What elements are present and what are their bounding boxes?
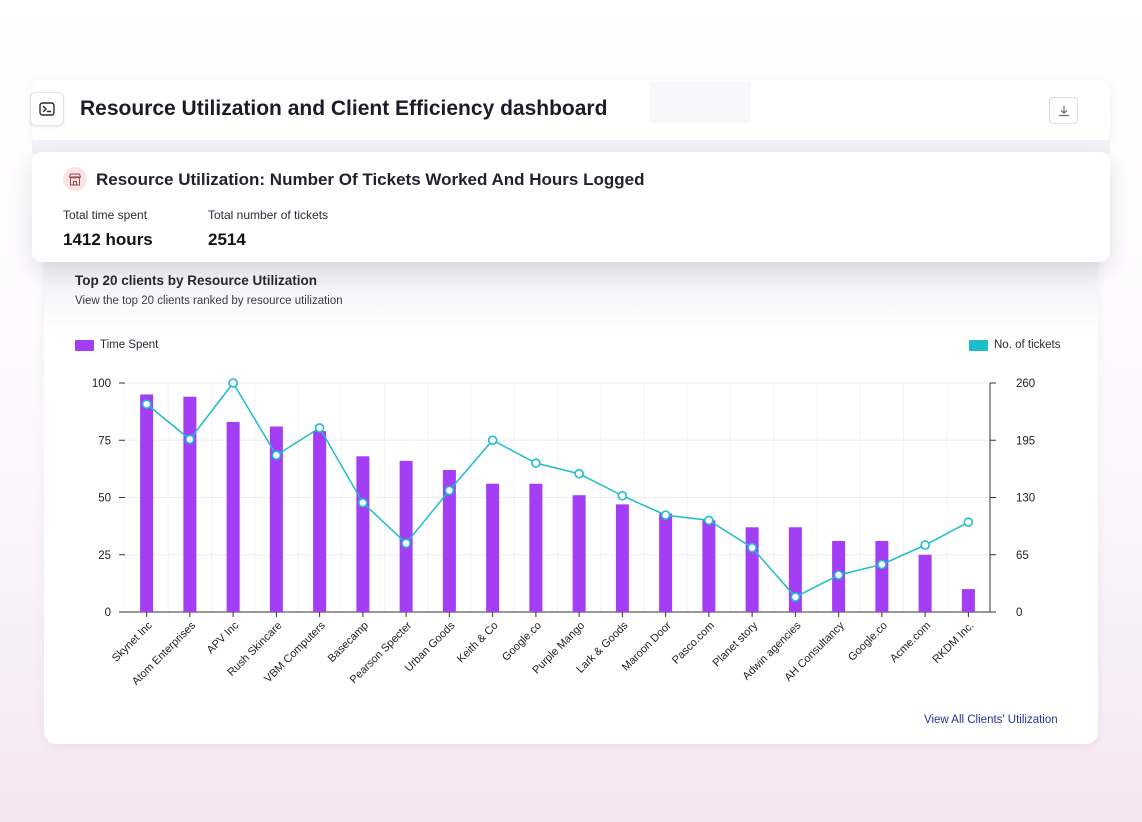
point-tickets [747, 542, 757, 553]
x-tick-label: Acme.com [888, 620, 933, 665]
legend-time-spent[interactable]: Time Spent [75, 339, 158, 351]
bar-time-spent [788, 527, 802, 612]
chart-title: Top 20 clients by Resource Utilization [75, 273, 318, 288]
legend-label-time-spent: Time Spent [100, 339, 159, 351]
point-tickets [704, 515, 714, 526]
x-tick-label: Basecamp [326, 620, 371, 665]
y-right-tick-label: 65 [1016, 550, 1029, 562]
point-tickets [920, 540, 930, 550]
legend-swatch-tickets [969, 339, 988, 351]
page-title: Resource Utilization and Client Efficien… [80, 97, 608, 120]
summary-title: Resource Utilization: Number Of Tickets … [96, 170, 645, 189]
header-card [32, 80, 1110, 142]
legend-swatch-time-spent [75, 339, 94, 351]
x-tick-label: Google.co [846, 620, 890, 664]
bar-time-spent [745, 527, 759, 612]
chart-subtitle: View the top 20 clients ranked by resour… [75, 295, 343, 307]
bar-time-spent [140, 394, 154, 612]
total-time-label: Total time spent [63, 208, 148, 222]
bar-time-spent [313, 431, 327, 612]
terminal-panel-button[interactable] [30, 92, 64, 126]
bar-time-spent [269, 426, 283, 612]
point-tickets [833, 570, 844, 580]
y-left-tick-label: 25 [98, 550, 111, 562]
point-tickets [401, 538, 411, 549]
point-tickets [574, 468, 584, 479]
y-left-tick-label: 0 [105, 607, 111, 619]
x-tick-label: APV Inc [205, 619, 242, 656]
bar-time-spent [529, 483, 543, 612]
bar-time-spent [961, 589, 975, 612]
bar-time-spent [356, 456, 370, 612]
header-placeholder-block [650, 82, 751, 123]
bar-time-spent [659, 513, 673, 612]
total-tickets-label: Total number of tickets [208, 208, 329, 222]
total-tickets-value: 2514 [208, 230, 246, 249]
store-icon [69, 173, 81, 185]
bar-time-spent [183, 396, 197, 612]
bar-time-spent [918, 554, 932, 612]
line-tickets [146, 381, 969, 598]
point-tickets [660, 510, 671, 520]
y-left-tick-label: 50 [98, 493, 111, 505]
chart-card-shade [44, 262, 1098, 332]
bar-time-spent [442, 470, 456, 612]
bar-time-spent [702, 520, 716, 612]
y-right-tick-label: 195 [1016, 435, 1035, 447]
download-icon [1058, 105, 1069, 116]
store-icon-badge [63, 167, 87, 191]
legend-label-tickets: No. of tickets [994, 339, 1061, 351]
bar-time-spent [615, 504, 629, 612]
summary-card [32, 152, 1110, 262]
bar-time-spent [486, 483, 500, 612]
point-tickets [963, 517, 974, 527]
point-tickets [141, 399, 152, 409]
y-left-tick-label: 100 [92, 378, 111, 390]
point-tickets [531, 458, 541, 468]
point-tickets [444, 485, 455, 496]
x-tick-label: Skynet Inc [110, 619, 155, 664]
y-right-tick-label: 260 [1016, 378, 1035, 390]
bar-time-spent [572, 495, 586, 612]
bar-time-spent [399, 460, 413, 612]
point-tickets [185, 434, 195, 445]
point-tickets [790, 592, 801, 602]
point-tickets [617, 490, 628, 501]
view-all-clients-link[interactable]: View All Clients' Utilization [924, 714, 1058, 726]
y-left-tick-label: 75 [98, 435, 111, 447]
point-tickets [487, 435, 498, 446]
x-tick-label: Google.co [500, 620, 544, 664]
x-tick-label: RKDM Inc. [930, 620, 976, 666]
point-tickets [314, 423, 325, 433]
bar-time-spent [226, 421, 240, 612]
total-time-value: 1412 hours [63, 230, 153, 249]
x-tick-label: Keith & Co [455, 620, 501, 666]
y-right-tick-label: 130 [1016, 493, 1035, 505]
terminal-panel-icon [39, 102, 55, 116]
y-right-tick-label: 0 [1016, 607, 1022, 619]
point-tickets [358, 497, 368, 508]
bar-time-spent [875, 541, 889, 612]
header-divider-strip [32, 140, 1110, 154]
point-tickets [228, 378, 238, 388]
point-tickets [271, 450, 282, 461]
point-tickets [877, 559, 887, 570]
download-button[interactable] [1049, 97, 1078, 124]
legend-tickets[interactable]: No. of tickets [969, 339, 1060, 351]
x-tick-label: Pasco.com [670, 620, 717, 667]
